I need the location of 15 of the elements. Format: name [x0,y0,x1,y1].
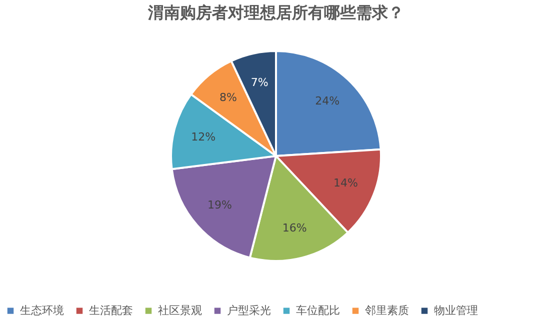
legend-label: 邻里素质 [365,304,409,317]
data-label: 7% [250,76,268,89]
data-label: 19% [208,198,232,212]
legend-label: 生态环境 [20,304,64,317]
legend-label: 车位配比 [296,304,340,317]
data-label: 8% [219,91,237,104]
legend-label: 户型采光 [227,304,271,317]
legend-label: 社区景观 [158,304,202,317]
chart-title: 渭南购房者对理想居所有哪些需求？ [147,3,404,22]
data-label: 16% [282,222,307,235]
legend-label: 生活配套 [89,304,133,317]
legend-label: 物业管理 [434,304,478,317]
data-label: 24% [315,94,340,108]
data-label: 12% [191,130,216,144]
data-label: 14% [334,176,358,190]
